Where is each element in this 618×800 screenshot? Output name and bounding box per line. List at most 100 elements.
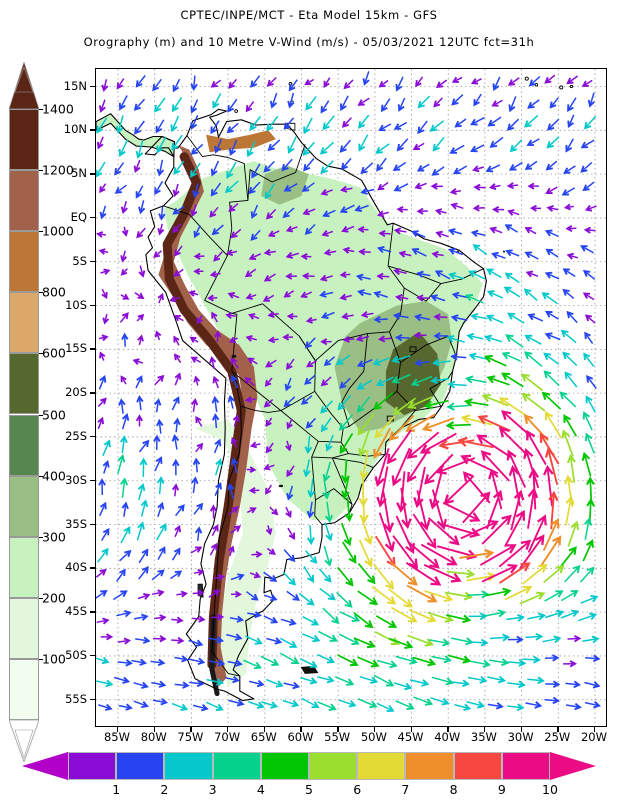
wind-vector-arrow bbox=[98, 248, 109, 255]
wind-vector-arrow bbox=[283, 290, 295, 298]
wind-colorbar-right-cap bbox=[550, 752, 596, 780]
wind-vector-arrow bbox=[302, 616, 320, 626]
wind-vector-arrow bbox=[489, 226, 503, 234]
wind-vector-arrow bbox=[320, 338, 332, 346]
orography-colorbar-tick-label: 400 bbox=[42, 468, 66, 484]
wind-vector-arrow bbox=[265, 208, 277, 220]
wind-colorbar-segment bbox=[357, 752, 406, 780]
wind-vector-arrow bbox=[485, 164, 501, 173]
wind-vector-arrow bbox=[338, 699, 357, 708]
wind-vector-arrow bbox=[263, 273, 276, 282]
orography-colorbar-tick-label: 800 bbox=[42, 284, 66, 300]
wind-vector-arrow bbox=[393, 121, 408, 130]
wind-vector-arrow bbox=[285, 440, 292, 452]
wind-vector-arrow bbox=[414, 359, 430, 367]
wind-vector-arrow bbox=[339, 293, 352, 301]
wind-vector-arrow bbox=[360, 515, 373, 546]
atlantic-island bbox=[569, 84, 574, 89]
longitude-tick-mark bbox=[153, 727, 156, 732]
wind-vector-arrow bbox=[522, 655, 541, 664]
wind-vector-arrow bbox=[100, 633, 114, 641]
wind-vector-arrow bbox=[214, 481, 222, 496]
wind-vector-arrow bbox=[372, 357, 390, 366]
wind-vector-arrow bbox=[337, 394, 352, 411]
wind-vector-arrow bbox=[449, 188, 462, 195]
wind-vector-arrow bbox=[409, 679, 430, 687]
wind-vector-arrow bbox=[265, 484, 273, 495]
wind-vector-arrow bbox=[524, 114, 539, 128]
wind-vector-arrow bbox=[415, 76, 424, 88]
wind-vector-arrow bbox=[136, 521, 145, 541]
wind-vector-arrow bbox=[479, 544, 517, 566]
wind-vector-arrow bbox=[487, 702, 504, 710]
longitude-tick-label: 70W bbox=[214, 730, 241, 744]
wind-vector-arrow bbox=[225, 249, 238, 257]
latitude-tick-mark bbox=[90, 348, 95, 350]
wind-colorbar-segment bbox=[164, 752, 213, 780]
wind-vector-arrow bbox=[189, 679, 205, 688]
wind-vector-arrow bbox=[544, 271, 560, 280]
wind-vector-arrow bbox=[355, 273, 371, 281]
wind-vector-arrow bbox=[282, 699, 300, 708]
wind-vector-arrow bbox=[153, 250, 162, 258]
wind-vector-arrow bbox=[247, 610, 262, 619]
wind-vector-arrow bbox=[583, 352, 595, 368]
wind-vector-arrow bbox=[585, 654, 601, 663]
wind-vector-arrow bbox=[435, 79, 448, 89]
wind-vector-arrow bbox=[356, 379, 373, 390]
wind-vector-arrow bbox=[173, 353, 182, 364]
wind-vector-arrow bbox=[246, 466, 257, 474]
wind-vector-arrow bbox=[170, 115, 180, 133]
wind-vector-arrow bbox=[195, 415, 203, 427]
wind-vector-arrow bbox=[340, 185, 353, 193]
wind-vector-arrow bbox=[466, 700, 486, 709]
wind-vector-arrow bbox=[150, 658, 166, 667]
wind-vector-arrow bbox=[562, 351, 578, 367]
wind-vector-arrow bbox=[376, 210, 389, 218]
wind-vector-arrow bbox=[248, 486, 260, 494]
wind-vector-arrow bbox=[504, 585, 533, 601]
wind-vector-arrow bbox=[251, 550, 263, 558]
wind-vector-arrow bbox=[353, 637, 376, 649]
wind-colorbar-segment bbox=[116, 752, 165, 780]
wind-vector-arrow bbox=[228, 336, 238, 343]
map-plot-area[interactable] bbox=[95, 68, 607, 727]
wind-vector-arrow bbox=[173, 417, 181, 433]
wind-vector-arrow bbox=[230, 228, 242, 239]
wind-vector-arrow bbox=[411, 248, 427, 257]
wind-vector-arrow bbox=[120, 250, 128, 263]
wind-vector-arrow bbox=[96, 589, 108, 599]
wind-vector-arrow bbox=[470, 229, 486, 237]
wind-vector-arrow bbox=[318, 630, 339, 642]
wind-vector-arrow bbox=[323, 77, 331, 88]
wind-vector-arrow bbox=[191, 476, 199, 494]
wind-vector-arrow bbox=[406, 431, 440, 459]
wind-vector-arrow bbox=[498, 397, 526, 416]
wind-vector-arrow bbox=[243, 659, 263, 670]
wind-vector-arrow bbox=[305, 316, 317, 324]
wind-vector-arrow bbox=[301, 697, 320, 709]
wind-vector-arrow bbox=[405, 562, 442, 586]
wind-vector-arrow bbox=[230, 374, 239, 389]
wind-vector-arrow bbox=[454, 703, 472, 712]
wind-vector-arrow bbox=[172, 183, 180, 198]
wind-vector-arrow bbox=[320, 160, 334, 174]
caribbean-island bbox=[234, 109, 239, 113]
wind-vector-arrow bbox=[136, 313, 145, 322]
wind-vector-arrow bbox=[120, 268, 128, 276]
wind-vector-arrow bbox=[190, 114, 199, 130]
wind-vector-arrow bbox=[528, 75, 541, 87]
wind-vector-arrow bbox=[228, 506, 239, 516]
wind-vector-arrow bbox=[338, 414, 353, 431]
wind-vector-arrow bbox=[473, 93, 482, 107]
wind-vector-arrow bbox=[100, 268, 111, 276]
wind-vector-arrow bbox=[464, 293, 484, 304]
wind-vector-arrow bbox=[265, 359, 277, 368]
wind-vector-arrow bbox=[120, 201, 128, 215]
wind-vector-arrow bbox=[132, 358, 144, 365]
orography-colorbar-tick-mark bbox=[39, 292, 43, 294]
wind-vector-arrow bbox=[319, 274, 333, 282]
latitude-tick-mark bbox=[90, 479, 95, 482]
wind-vector-arrow bbox=[397, 97, 406, 112]
wind-vector-arrow bbox=[339, 377, 351, 389]
